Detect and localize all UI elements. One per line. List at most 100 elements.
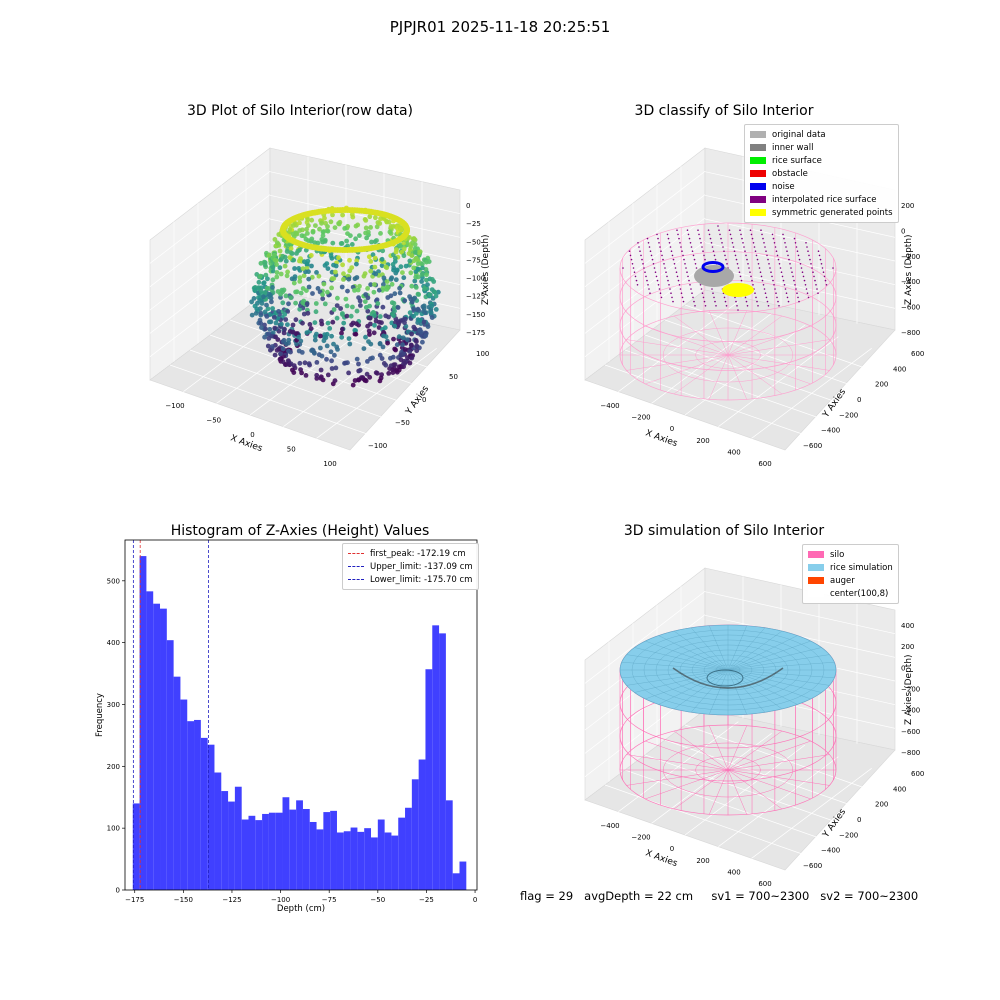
interpolated-point (745, 254, 747, 257)
interpolated-point (776, 254, 779, 257)
tick-label: −200 (839, 411, 858, 419)
interpolated-point (728, 229, 731, 231)
interpolated-point (775, 250, 778, 252)
interpolated-point (741, 237, 743, 240)
interpolated-point (794, 242, 797, 244)
interpolated-point (762, 284, 765, 286)
interpolated-point (665, 271, 667, 273)
x-tick-label: −75 (322, 896, 337, 904)
raw-point (414, 348, 420, 354)
histogram-bar (221, 791, 229, 890)
histogram-bar (262, 813, 269, 890)
raw-point (352, 327, 358, 333)
interpolated-point (822, 271, 825, 273)
rice-mesh-spoke (709, 625, 729, 671)
raw-point (383, 334, 389, 340)
interpolated-point (629, 254, 632, 257)
raw-point (264, 314, 270, 319)
silo-spoke (626, 339, 729, 356)
silo-spoke (709, 769, 729, 815)
interpolated-point (795, 246, 798, 248)
raw-point (299, 350, 305, 355)
interpolated-point (751, 237, 754, 240)
legend-entry: interpolated rice surface (750, 193, 893, 206)
interpolated-point (648, 246, 651, 248)
raw-point (377, 319, 382, 325)
raw-point (297, 279, 303, 284)
interpolated-point (777, 300, 779, 303)
interpolated-point (704, 305, 707, 307)
interpolated-point (754, 250, 757, 252)
legend-entry: original data (750, 128, 893, 141)
rice-mesh-spoke (727, 669, 822, 693)
raw-point (414, 339, 419, 344)
interpolated-point (742, 242, 744, 244)
raw-point (279, 287, 285, 293)
raw-point (329, 285, 334, 291)
interpolated-point (789, 263, 791, 265)
interpolated-point (691, 250, 694, 252)
raw-point (370, 355, 375, 361)
raw-point (283, 293, 289, 299)
raw-point (427, 292, 433, 298)
silo-ring (695, 756, 761, 784)
raw-point (369, 239, 374, 245)
interpolated-point (686, 229, 689, 231)
interpolated-point (825, 284, 828, 286)
tick-label: 400 (727, 868, 740, 876)
raw-point (291, 223, 296, 228)
tick-label: −25 (466, 220, 481, 228)
histogram-bar (302, 808, 310, 890)
raw-point (271, 315, 277, 320)
interpolated-point (691, 292, 693, 294)
interpolated-point (792, 275, 794, 278)
raw-point (322, 263, 328, 268)
interpolated-point (786, 250, 788, 252)
raw-point (386, 219, 392, 225)
interpolated-point (687, 233, 690, 236)
raw-point (320, 296, 326, 302)
tick-label: −100 (165, 402, 184, 410)
raw-point (286, 337, 292, 343)
interpolated-point (676, 275, 679, 278)
raw-point (296, 334, 301, 340)
interpolated-point (772, 279, 774, 282)
raw-point (317, 226, 322, 232)
symmetric-points-blob (722, 283, 754, 297)
histogram-bar (228, 801, 235, 890)
interpolated-point (631, 263, 634, 265)
histogram-bar (153, 603, 161, 890)
grid-line (149, 241, 271, 334)
interpolated-point (646, 237, 649, 240)
interpolated-point (763, 288, 766, 290)
raw-point (411, 236, 416, 242)
histogram-bar (234, 786, 242, 890)
rice-mesh-spoke (727, 669, 835, 678)
raw-point (417, 318, 423, 323)
tick-label: −50 (466, 238, 481, 246)
raw-point (397, 290, 403, 296)
legend-entry: auger (808, 574, 893, 587)
silo-spoke (727, 310, 747, 356)
rice-mesh-spoke (690, 669, 729, 713)
raw-point (256, 285, 262, 290)
interpolated-point (757, 305, 759, 307)
interpolated-point (641, 258, 643, 261)
legend-swatch (808, 551, 824, 558)
interpolated-point (766, 300, 769, 303)
raw-point (249, 299, 255, 305)
raw-point (354, 308, 360, 314)
interpolated-point (650, 254, 653, 257)
status-sv2: sv2 = 700~2300 (820, 889, 919, 903)
interpolated-point (798, 300, 800, 303)
raw-point (262, 309, 268, 315)
interpolated-point (719, 233, 721, 236)
raw-point (284, 341, 289, 347)
raw-point (323, 335, 329, 341)
y-tick-label: 500 (107, 577, 120, 585)
interpolated-point (647, 284, 649, 286)
rice-mesh-spoke (727, 625, 747, 671)
raw-point (392, 323, 398, 329)
raw-point (266, 291, 272, 297)
interpolated-point (815, 284, 817, 286)
